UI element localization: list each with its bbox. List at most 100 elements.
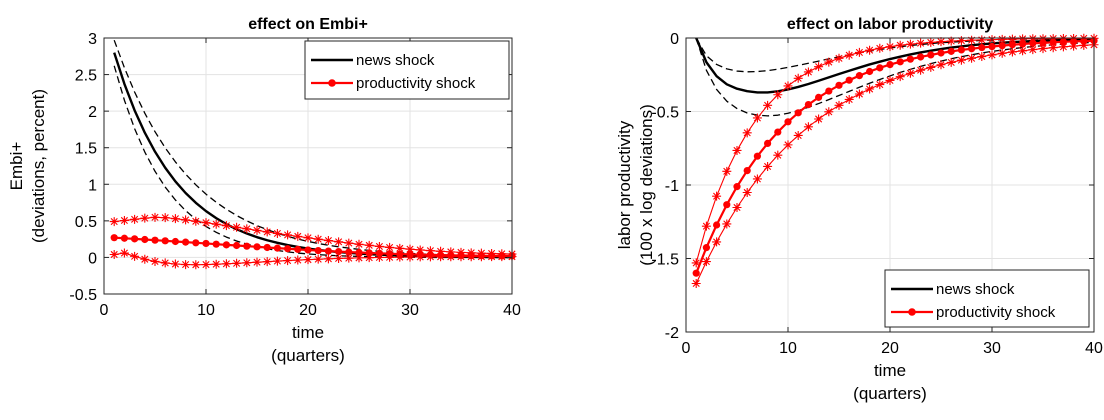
chart-title: effect on Embi+	[248, 16, 368, 33]
series-productivity-shock-point	[774, 128, 782, 136]
series-productivity-shock-point	[978, 43, 986, 52]
series-productivity-shock-point	[733, 183, 741, 191]
series-productivity-shock-lower-band-point	[425, 252, 435, 262]
series-productivity-shock-lower-band-point	[1007, 47, 1017, 57]
series-productivity-shock-point	[784, 118, 792, 126]
series-productivity-shock-point	[988, 42, 996, 51]
x-tick-label: 0	[100, 302, 109, 319]
series-productivity-shock-upper-band-point	[364, 240, 374, 250]
series-productivity-shock-line	[695, 39, 1095, 274]
series-productivity-shock-upper-band-point	[854, 47, 864, 57]
series-news-shock-lower-band-line	[695, 37, 1095, 117]
y-tick-label: 0	[88, 250, 97, 267]
series-productivity-shock-lower-band-point	[272, 256, 282, 266]
series-productivity-shock-upper-band-point	[140, 213, 150, 223]
series-productivity-shock-point	[896, 58, 904, 66]
series-productivity-shock-lower-band-point	[701, 257, 711, 267]
series-group	[691, 33, 1099, 288]
series-productivity-shock-upper-band-point	[967, 35, 977, 45]
series-productivity-shock-lower-band-point	[415, 252, 425, 262]
series-productivity-shock-upper-band-point	[783, 81, 793, 91]
series-productivity-shock-point	[957, 46, 966, 54]
x-tick-label: 30	[401, 302, 419, 319]
series-productivity-shock-upper-band-point	[834, 53, 844, 63]
series-productivity-shock-lower-band-point	[109, 250, 119, 260]
series-productivity-shock-upper-band-point	[722, 166, 732, 176]
series-productivity-shock-lower-band-point	[773, 150, 783, 160]
series-productivity-shock-point	[335, 247, 343, 256]
series-productivity-shock-lower-band-point	[364, 253, 374, 263]
series-productivity-shock-point	[222, 241, 230, 249]
series-productivity-shock-upper-band-point	[242, 224, 252, 234]
series-productivity-shock-point	[906, 55, 915, 63]
series-productivity-shock-upper-band-point	[916, 38, 926, 48]
series-productivity-shock-upper-band-point	[385, 242, 395, 252]
series-productivity-shock-point	[876, 64, 884, 72]
series-productivity-shock-upper-band-point	[905, 39, 915, 49]
y-axis-label: Embi+	[7, 142, 26, 191]
series-productivity-shock-point	[161, 237, 169, 245]
x-axis-label: (quarters)	[271, 346, 345, 365]
series-productivity-shock-lower-band-point	[446, 252, 456, 262]
series-productivity-shock-lower-band-point	[793, 130, 803, 140]
series-news-shock-upper-band-line	[695, 37, 1095, 73]
series-productivity-shock-lower-band-point	[967, 53, 977, 63]
y-tick-label: 0.5	[75, 214, 97, 231]
series-productivity-shock-lower-band-line	[695, 44, 1095, 284]
series-productivity-shock-upper-band-point	[374, 241, 384, 251]
x-axis-label: (quarters)	[853, 384, 927, 403]
series-productivity-shock-lower-band-point	[221, 259, 231, 269]
series-productivity-shock-lower-band-point	[150, 256, 160, 266]
series-productivity-shock-lower-band-point	[1018, 46, 1028, 56]
series-productivity-shock-point	[947, 47, 955, 55]
series-productivity-shock-lower-band-point	[946, 57, 956, 67]
series-productivity-shock-lower-band-point	[466, 252, 476, 262]
series-productivity-shock-lower-band-point	[374, 252, 384, 262]
series-productivity-shock-lower-band-point	[334, 253, 344, 263]
series-productivity-shock-upper-band-point	[977, 35, 987, 45]
series-productivity-shock-upper-band-point	[293, 231, 303, 241]
series-productivity-shock-lower-band-point	[875, 80, 885, 90]
x-tick-label: 40	[1085, 340, 1103, 357]
series-productivity-shock-point	[294, 245, 302, 253]
x-tick-label: 0	[682, 340, 691, 357]
series-productivity-shock-upper-band-point	[712, 191, 722, 201]
series-productivity-shock-upper-band-point	[1007, 34, 1017, 44]
series-productivity-shock-upper-band-point	[211, 219, 221, 229]
series-productivity-shock-upper-band-point	[109, 217, 119, 227]
series-productivity-shock-lower-band-point	[885, 75, 895, 85]
series-productivity-shock-lower-band-point	[395, 252, 405, 262]
legend-label: productivity shock	[356, 75, 476, 92]
series-productivity-shock-lower-band-point	[803, 122, 813, 132]
series-productivity-shock-point	[233, 241, 241, 250]
series-productivity-shock-upper-band-point	[773, 90, 783, 100]
series-productivity-shock-point	[723, 201, 731, 209]
series-productivity-shock-upper-band-point	[1048, 34, 1058, 44]
series-productivity-shock-point	[764, 139, 772, 147]
y-axis-label: (deviations, percent)	[29, 89, 48, 243]
series-productivity-shock-lower-band-point	[691, 278, 701, 288]
y-tick-label: 2.5	[75, 68, 97, 85]
series-productivity-shock-lower-band-point	[722, 219, 732, 229]
series-productivity-shock-point	[845, 76, 853, 84]
series-productivity-shock-lower-band-point	[130, 251, 140, 261]
y-tick-label: 2	[88, 104, 97, 121]
series-productivity-shock-point	[151, 236, 159, 244]
y-tick-label: -0.5	[69, 287, 97, 304]
series-productivity-shock-upper-band-point	[395, 243, 405, 253]
series-productivity-shock-point	[253, 243, 261, 251]
series-productivity-shock-lower-band-point	[997, 48, 1007, 58]
series-productivity-shock-lower-band-point	[783, 140, 793, 150]
series-productivity-shock-point	[304, 246, 312, 254]
series-productivity-shock-upper-band-point	[946, 36, 956, 46]
series-news-shock-lower-band-line	[113, 65, 512, 259]
series-productivity-shock-lower-band-point	[436, 252, 446, 262]
series-productivity-shock-lower-band-point	[170, 259, 180, 269]
series-productivity-shock-lower-band-point	[191, 260, 201, 270]
series-productivity-shock-lower-band-point	[1079, 40, 1089, 50]
series-productivity-shock-lower-band-point	[1038, 44, 1048, 54]
series-productivity-shock-lower-band-point	[977, 52, 987, 62]
x-tick-label: 10	[779, 340, 797, 357]
series-productivity-shock-upper-band-point	[997, 34, 1007, 44]
